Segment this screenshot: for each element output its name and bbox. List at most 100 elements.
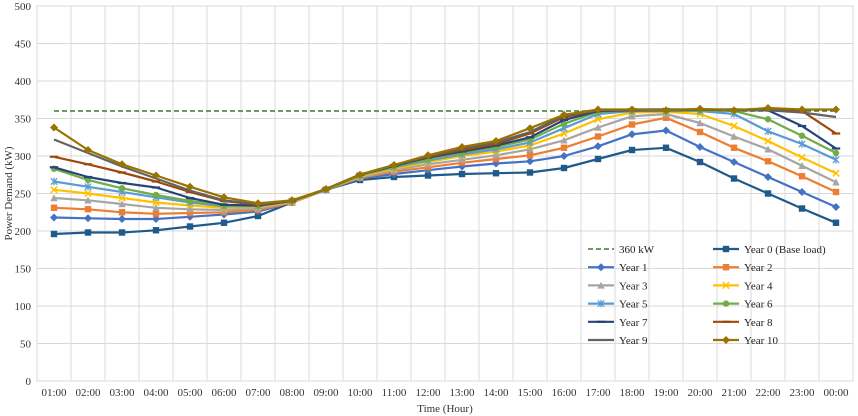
data-point — [560, 164, 568, 172]
x-tick-label: 16:00 — [551, 387, 577, 399]
data-point — [186, 182, 194, 191]
legend-entry: Year 7 — [588, 317, 648, 329]
data-point — [526, 157, 534, 166]
data-point — [492, 170, 500, 177]
x-tick-label: 21:00 — [721, 387, 747, 399]
data-point — [118, 194, 126, 202]
x-tick-label: 09:00 — [313, 387, 339, 399]
data-point — [560, 129, 568, 138]
data-point — [50, 230, 58, 238]
y-tick-label: 0 — [26, 376, 32, 388]
data-point — [628, 112, 636, 120]
legend-label: Year 5 — [619, 299, 648, 311]
data-point — [662, 126, 670, 135]
legend-entry: Year 6 — [713, 299, 773, 311]
x-tick-label: 19:00 — [653, 387, 679, 399]
legend-marker — [722, 264, 730, 271]
data-point — [730, 106, 738, 115]
legend-entry: Year 0 (Base load) — [713, 244, 826, 256]
data-point — [628, 105, 636, 114]
x-tick-label: 18:00 — [619, 387, 645, 399]
data-point — [526, 152, 534, 159]
data-point — [798, 162, 806, 169]
legend: 360 kW Year 0 (Base load) Year 1 Year 2 Year… — [588, 244, 826, 347]
y-axis-title: Power Demand (kW) — [3, 146, 15, 240]
data-point — [118, 200, 126, 208]
data-point — [628, 121, 636, 128]
data-point — [764, 190, 772, 197]
data-point — [594, 155, 602, 163]
legend-label: Year 9 — [619, 335, 648, 347]
x-tick-label: 06:00 — [211, 387, 237, 399]
legend-label: Year 6 — [744, 299, 773, 311]
data-point — [662, 144, 670, 151]
data-point — [560, 136, 568, 144]
data-point — [696, 104, 704, 113]
legend-entry: 360 kW — [588, 244, 655, 256]
data-point — [152, 171, 160, 180]
series-0 — [50, 144, 840, 238]
data-point — [798, 188, 806, 196]
data-point — [594, 142, 602, 151]
data-point — [526, 124, 534, 133]
data-point — [424, 172, 432, 179]
legend-entry: Year 1 — [588, 262, 648, 274]
data-point — [560, 110, 568, 119]
y-tick-label: 500 — [15, 1, 32, 13]
data-point — [594, 123, 602, 131]
data-point — [118, 160, 126, 169]
legend-marker — [722, 336, 730, 344]
legend-entry: Year 8 — [713, 317, 773, 329]
data-point — [118, 209, 126, 216]
y-tick-label: 400 — [15, 76, 32, 88]
data-point — [730, 158, 738, 166]
data-point — [152, 204, 160, 211]
data-point — [560, 152, 568, 160]
data-point — [594, 115, 602, 123]
data-point — [764, 116, 772, 123]
data-point — [832, 169, 840, 177]
x-tick-label: 17:00 — [585, 387, 611, 399]
data-point — [798, 205, 806, 212]
series-line — [53, 106, 836, 205]
data-point — [832, 178, 840, 186]
data-point — [152, 191, 160, 199]
x-tick-label: 07:00 — [245, 387, 271, 399]
data-point — [832, 105, 840, 114]
data-point — [696, 128, 704, 136]
data-point — [832, 188, 840, 196]
x-tick-label: 01:00 — [41, 387, 67, 399]
data-point — [118, 229, 126, 236]
legend-entry: Year 10 — [713, 335, 779, 347]
legend-label: Year 1 — [619, 262, 648, 274]
data-point — [84, 229, 92, 236]
series-line — [53, 112, 837, 212]
data-point — [492, 137, 500, 145]
data-point — [186, 205, 194, 213]
y-tick-label: 200 — [15, 226, 32, 238]
data-point — [560, 144, 568, 151]
x-tick-label: 00:00 — [823, 387, 849, 399]
legend-label: Year 3 — [619, 280, 648, 292]
legend-marker — [597, 299, 605, 308]
x-axis-title: Time (Hour) — [417, 403, 473, 415]
data-point — [628, 146, 636, 154]
data-point — [798, 173, 806, 180]
series-group — [49, 104, 841, 238]
x-tick-label: 10:00 — [347, 387, 373, 399]
data-point — [458, 156, 466, 163]
legend-marker — [597, 263, 605, 272]
x-tick-label: 13:00 — [449, 387, 475, 399]
x-tick-label: 22:00 — [755, 387, 781, 399]
data-point — [560, 120, 568, 127]
y-tick-label: 350 — [15, 114, 32, 126]
data-point — [220, 193, 228, 202]
data-point — [50, 177, 58, 186]
legend-marker — [597, 281, 605, 289]
data-point — [764, 104, 772, 112]
data-point — [50, 123, 58, 132]
data-point — [84, 146, 92, 154]
y-tick-label: 250 — [15, 189, 32, 201]
y-tick-label: 300 — [15, 151, 32, 163]
